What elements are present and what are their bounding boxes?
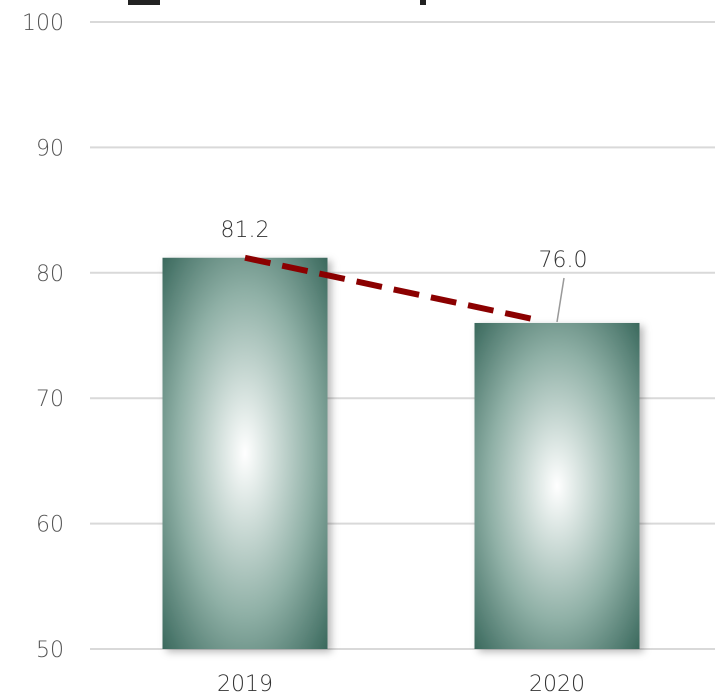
data-label-2019: 81.2: [221, 218, 270, 243]
bar-2019: [162, 257, 328, 649]
trend-line: [244, 254, 543, 324]
chart-title-clipped: [128, 0, 426, 5]
x-axis: 2019 2020: [217, 672, 585, 694]
y-tick-label: 80: [36, 262, 64, 287]
y-tick-label: 90: [36, 136, 64, 161]
trend-line-segment: [244, 254, 543, 324]
y-tick-label: 60: [36, 513, 64, 538]
x-tick-label: 2020: [529, 672, 585, 694]
y-tick-label: 100: [22, 11, 64, 36]
data-label-2020: 76.0: [539, 248, 588, 273]
data-labels: 81.2 76.0: [221, 218, 588, 323]
bars: [162, 257, 640, 649]
y-axis: 50 60 70 80 90 100: [22, 11, 64, 663]
bar-2020: [474, 322, 640, 649]
y-tick-label: 70: [36, 387, 64, 412]
y-tick-label: 50: [36, 638, 64, 663]
label-leader-line: [556, 277, 565, 323]
x-tick-label: 2019: [217, 672, 273, 694]
